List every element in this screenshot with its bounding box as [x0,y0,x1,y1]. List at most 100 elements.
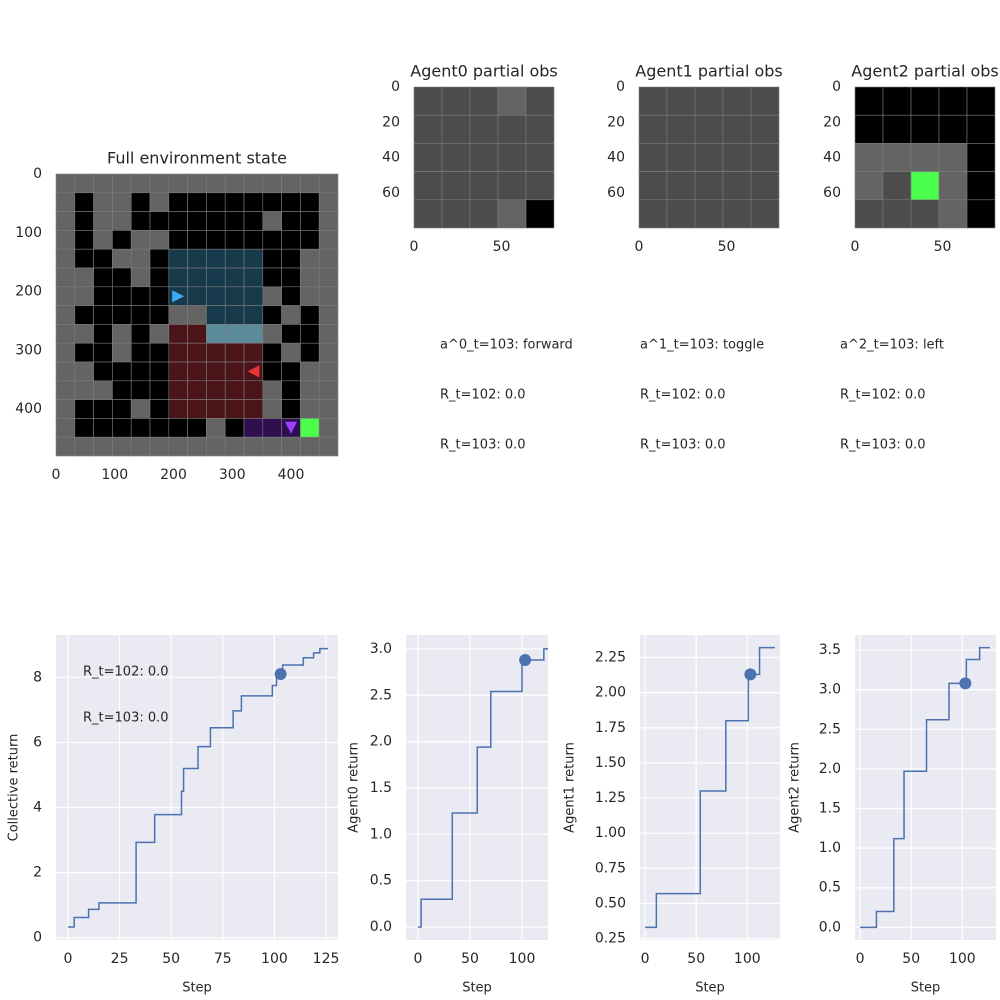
cell [854,171,884,201]
cell [300,248,320,269]
cell [300,342,320,363]
step-annotation: R_t=102: 0.0 [840,388,926,403]
y-axis-label: Agent2 return [788,742,803,833]
cell [130,342,151,363]
cell [281,230,301,250]
cell [300,211,320,231]
cell [882,143,912,172]
cell [168,211,188,231]
step-annotation: a^1_t=103: toggle [640,338,764,353]
cell [93,230,113,250]
cell [694,114,724,144]
cell [281,361,301,382]
cell [112,286,132,306]
cell [55,230,76,250]
y-tick-label: 0.5 [370,873,392,889]
y-tick-label: 1.00 [595,825,626,841]
cell [112,399,132,419]
y-axis-label: Collective return [7,734,22,842]
cell [300,361,320,382]
x-tick-label: 50 [162,951,180,967]
cell [130,305,151,325]
cell [224,324,245,344]
cell [74,192,94,212]
cell [187,248,207,269]
cell [206,399,226,419]
cell [318,436,339,457]
cell [262,305,282,325]
cell [187,286,207,306]
step-line [67,647,329,928]
cell [469,114,499,144]
cell [966,171,996,201]
x-axis-label: Step [695,981,725,996]
x-tick-label: 200 [160,467,187,483]
step-annotation: a^2_t=103: left [840,338,944,353]
cell [413,86,443,116]
cell [130,192,151,212]
cell [149,399,170,419]
cell [224,361,245,382]
cell [130,248,151,269]
cell [224,436,245,457]
y-tick-label: 60 [823,185,841,201]
cell [112,436,132,457]
cell [187,436,207,457]
cell [224,267,245,288]
x-tick-label: 0 [851,239,860,255]
cell [243,286,264,306]
cell [243,211,264,231]
cell [262,342,282,363]
x-tick-label: 50 [718,239,736,255]
cell [441,199,471,229]
cell [497,114,527,144]
step-annotation: R_t=103: 0.0 [640,438,726,453]
cell [74,361,94,382]
cell [112,192,132,212]
cell [130,230,151,250]
cell [750,199,780,229]
plot-annotation: R_t=102: 0.0 [83,665,169,680]
cell [441,114,471,144]
cell [910,114,940,144]
cell [882,86,912,116]
y-tick-label: 2.0 [370,734,392,750]
y-tick-label: 0.50 [595,895,626,911]
cell [243,192,264,212]
cell [74,267,94,288]
y-tick-label: 0 [33,166,42,182]
cell [413,114,443,144]
cell [750,86,780,116]
chart-title: Agent2 partial obs [851,62,999,81]
cell [168,399,188,419]
y-tick-label: 1.0 [819,840,841,856]
cell [206,173,226,194]
cell [93,380,113,400]
cell [93,305,113,325]
cell [149,248,170,269]
cell [638,114,668,144]
cell [206,192,226,212]
cell [206,230,226,250]
step-line [645,646,775,929]
cell [300,418,320,438]
step-line [860,646,990,929]
y-tick-label: 100 [15,225,42,241]
cell [93,248,113,269]
cell [281,248,301,269]
cell [318,380,339,400]
plot-background [640,635,780,940]
y-tick-label: 0 [832,79,841,95]
cell [130,418,151,438]
cell [666,114,696,144]
cell [224,286,245,306]
cell [149,286,170,306]
cell [55,173,76,194]
cell [55,380,76,400]
cell [318,324,339,344]
cell [74,305,94,325]
cell [130,173,151,194]
x-tick-label: 0 [635,239,644,255]
cell [149,192,170,212]
cell [413,171,443,201]
